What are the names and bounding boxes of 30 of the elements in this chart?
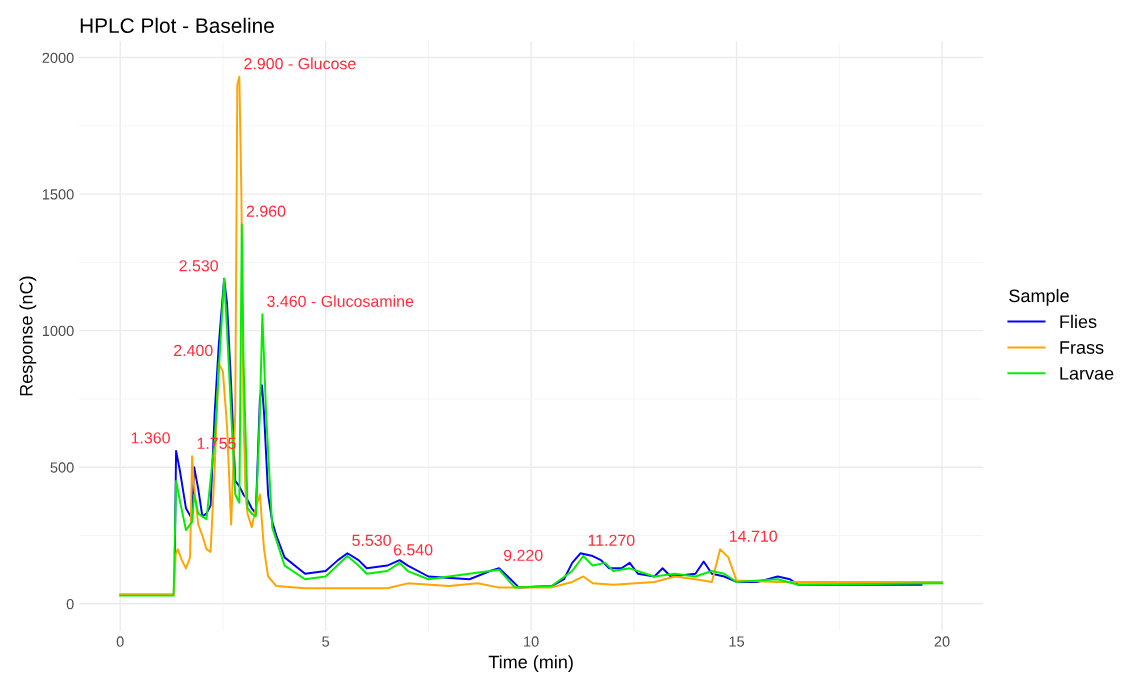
x-tick-label: 10 [524, 636, 539, 647]
y-tick-label: 0 [66, 598, 74, 610]
line-series [119, 223, 943, 597]
y-axis-title: Response (nC) [19, 276, 37, 396]
annotation: 6.540 [393, 544, 433, 556]
x-tick-label: 15 [729, 636, 745, 647]
annotation: 2.960 [246, 205, 286, 217]
annotation: 9.220 [503, 549, 543, 561]
annotation: 5.530 [352, 534, 391, 546]
x-tick-label: 5 [322, 636, 330, 647]
x-tick-label: 0 [116, 636, 124, 647]
annotation: 2.400 [174, 344, 213, 357]
chart-title: HPLC Plot - Baseline [80, 17, 274, 34]
legend-title: Sample [1009, 288, 1069, 306]
line-series [119, 75, 943, 596]
y-tick-label: 1500 [42, 189, 74, 200]
annotation: 11.270 [588, 534, 635, 546]
x-axis-title: Time (min) [488, 655, 573, 672]
y-tick-label: 500 [50, 462, 74, 473]
annotation: 2.900 - Glucose [244, 57, 356, 70]
y-tick-label: 2000 [42, 52, 74, 63]
legend-label: Frass [1060, 341, 1104, 354]
annotation: 1.360 [131, 432, 170, 444]
y-tick-label: 1000 [42, 325, 74, 337]
annotation: 3.460 - Glucosamine [267, 295, 414, 307]
legend-label: Larvae [1060, 367, 1114, 380]
annotation: 2.530 [179, 260, 218, 272]
x-tick-label: 20 [934, 636, 950, 647]
legend-label: Flies [1060, 314, 1097, 329]
annotation: 14.710 [730, 530, 778, 542]
